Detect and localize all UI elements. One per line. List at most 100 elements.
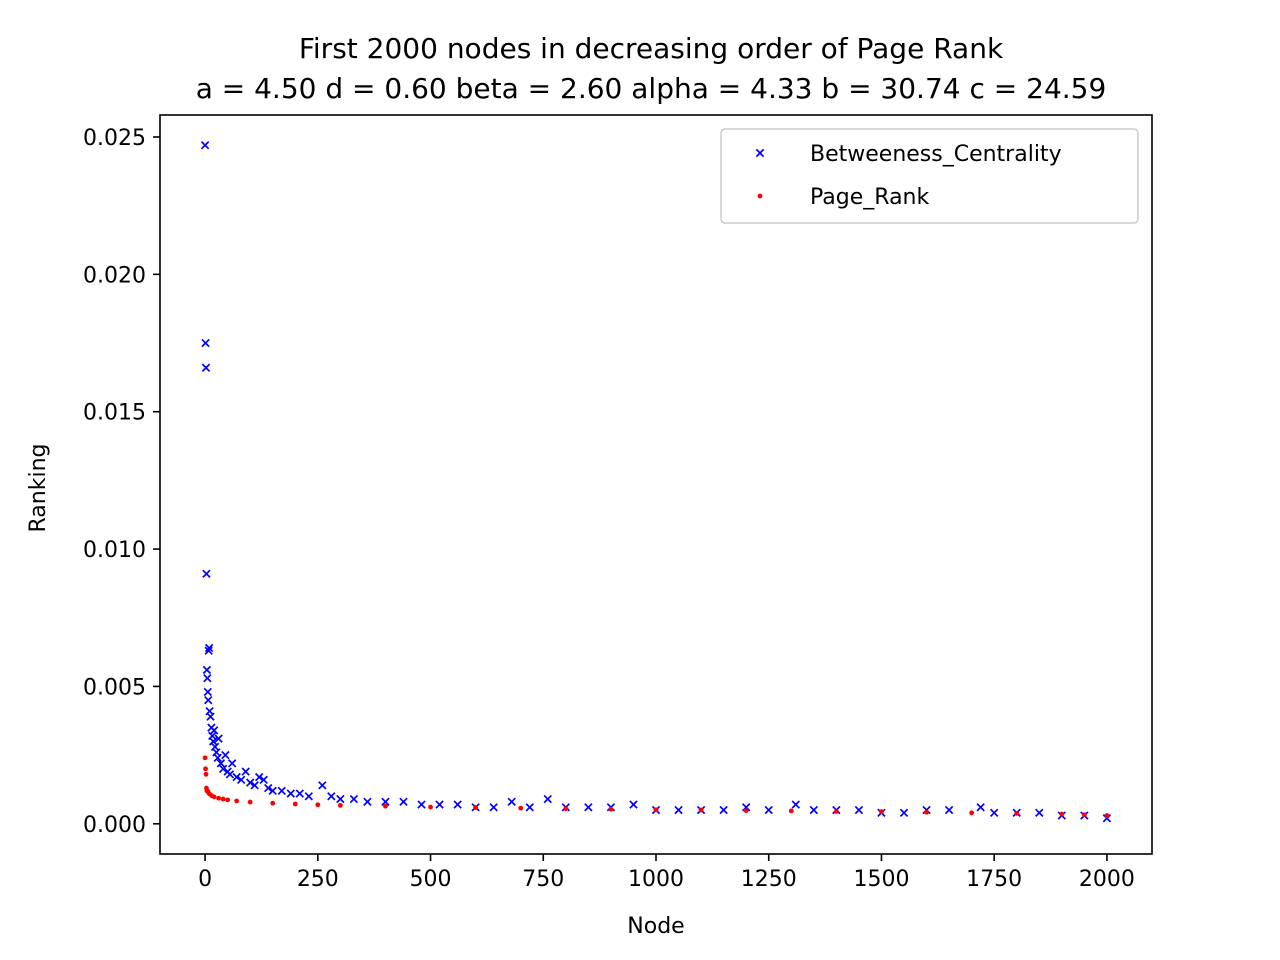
betweeness-point [629,800,638,809]
y-tick-label: 0.025 [83,126,146,151]
betweeness-point [264,783,273,793]
x-tick-label: 500 [410,867,452,892]
x-tick-label: 1500 [853,867,909,892]
betweeness-point [944,805,954,815]
pagerank-point [473,805,479,810]
y-axis-label: Ranking [26,444,51,533]
y-axis: 0.000 0.005 0.010 0.015 0.020 0.025 [83,126,160,838]
betweeness-point [1035,808,1044,817]
pagerank-point [211,794,217,800]
pagerank-point [969,810,975,816]
betweeness-point [201,338,210,348]
betweeness-point [295,789,304,798]
betweeness-point [435,800,444,809]
pagerank-point [225,797,231,803]
x-tick-label: 0 [198,867,212,892]
betweeness-point [989,808,999,817]
pagerank-point [608,806,614,812]
y-tick-label: 0.020 [83,263,146,288]
betweeness-point [741,803,751,812]
pagerank-point [247,799,253,805]
betweeness-point [206,712,215,721]
pagerank-point [924,809,929,815]
betweeness-point [221,750,230,760]
pagerank-point [234,798,240,804]
betweeness-point [1102,814,1112,823]
betweeness-point [854,805,864,815]
betweeness-point [809,805,819,815]
betweeness-point [204,643,214,653]
betweeness-point [203,687,212,697]
x-tick-label: 2000 [1079,867,1135,892]
betweeness-point [327,792,336,801]
betweeness-point [584,803,593,812]
legend-marker-page-rank [757,193,763,199]
chart-subtitle: a = 4.50 d = 0.60 beta = 2.60 alpha = 4.… [196,72,1107,105]
pagerank-point [653,807,659,813]
legend-box [720,128,1139,224]
betweeness-point [976,803,985,812]
pagerank-point [270,800,276,806]
betweeness-point [268,786,277,796]
pagerank-point [698,807,704,813]
x-tick-label: 1000 [628,867,684,892]
betweeness-point [719,805,728,815]
pagerank-point [563,806,569,812]
betweeness-point [525,803,534,812]
pagerank-point [879,809,884,815]
betweeness-point [232,772,241,782]
betweeness-point [259,775,268,785]
betweeness-point [202,665,212,675]
chart-title: First 2000 nodes in decreasing order of … [299,32,1004,65]
pagerank-point [203,766,208,772]
pagerank-point [1104,813,1110,818]
betweeness-point [764,805,773,815]
betweeness-point [204,646,213,655]
betweeness-point [203,673,212,683]
betweeness-point [204,695,213,705]
y-tick-label: 0.010 [83,538,146,563]
betweeness-point [209,726,219,735]
pagerank-point [216,795,222,801]
pagerank-point [315,802,321,808]
pagerank-point [1081,812,1087,818]
x-tick-label: 750 [522,867,564,892]
legend-label-betweeness-centrality: Betweeness_Centrality [810,142,1062,167]
legend-label-page-rank: Page_Rank [810,185,929,210]
betweeness-point [674,805,683,815]
betweeness-point [417,800,426,809]
betweeness-point [453,800,462,809]
x-tick-label: 1250 [741,867,797,892]
pagerank-point [220,796,226,802]
y-tick-label: 0.000 [83,813,146,838]
pagerank-point [202,755,208,761]
betweeness-point [318,781,327,790]
pagerank-point [833,809,839,814]
pagerank-point [1059,811,1065,817]
betweeness-point [250,781,259,790]
betweeness-point [213,753,222,763]
points-layer [200,141,1112,823]
pagerank-point [518,805,524,811]
legend: Betweeness_Centrality Page_Rank [720,128,1139,224]
betweeness-point [381,797,390,807]
pagerank-point [383,803,388,809]
betweeness-point [200,141,210,150]
betweeness-point [489,803,498,812]
y-tick-label: 0.005 [83,675,146,700]
betweeness-point [225,770,235,779]
betweeness-point [245,778,255,787]
pagerank-point [428,804,433,810]
betweeness-point [349,794,359,804]
betweeness-point [236,775,246,785]
pagerank-point [788,808,794,814]
betweeness-point [899,808,909,817]
y-tick-label: 0.015 [83,401,146,426]
pagerank-point [292,801,298,807]
pagerank-point [337,802,343,808]
betweeness-point [791,800,800,809]
pagerank-point [743,808,749,813]
betweeness-point [336,794,345,804]
betweeness-point [216,759,226,768]
betweeness-point [543,794,552,804]
